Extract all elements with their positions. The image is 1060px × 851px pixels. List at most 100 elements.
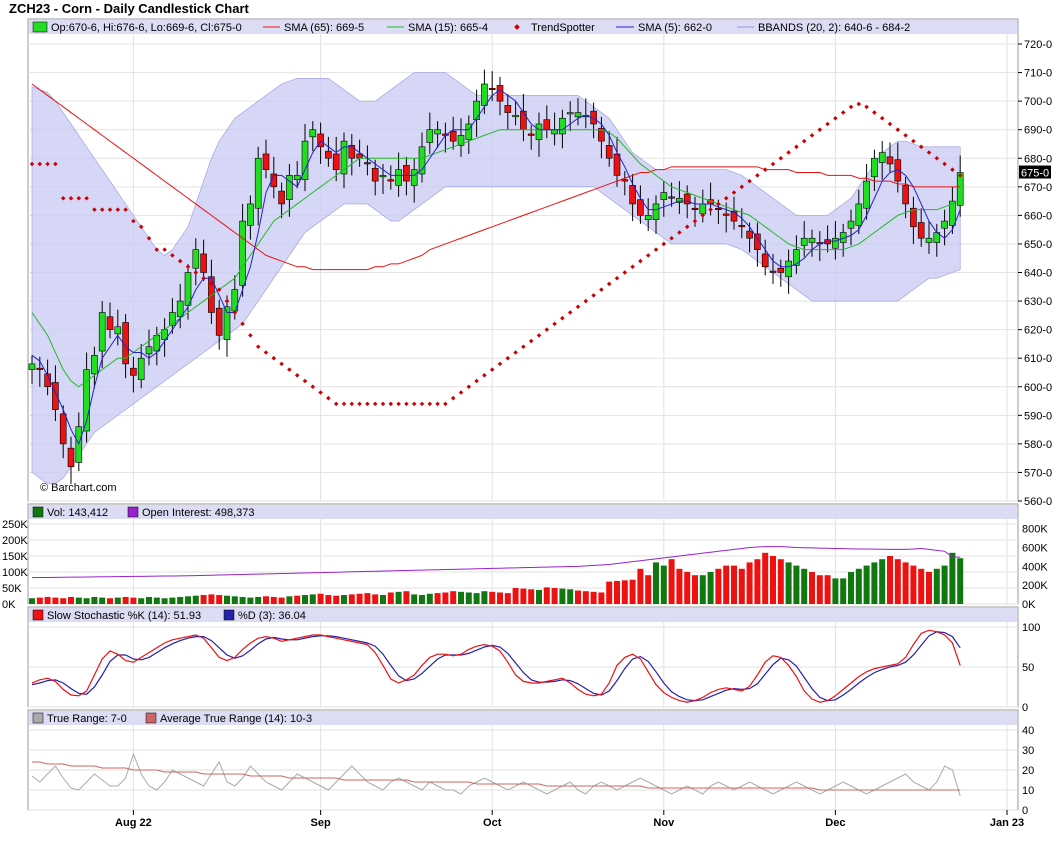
candle-body xyxy=(785,260,792,278)
volume-bar xyxy=(645,575,652,604)
legend-bbands: BBANDS (20, 2): 640-6 - 684-2 xyxy=(758,22,910,34)
volume-bar xyxy=(653,562,659,604)
volume-bar xyxy=(333,595,340,604)
candle-body xyxy=(621,179,629,182)
true-range-legend-bar xyxy=(29,711,1017,725)
x-axis: Aug 22 Sep Oct Nov Dec Jan 23 xyxy=(115,810,1024,829)
volume-bar xyxy=(380,595,386,604)
trendspotter-dot xyxy=(630,264,635,270)
trendspotter-dot xyxy=(372,401,378,407)
candle-body xyxy=(410,169,418,186)
x-tick-label: Dec xyxy=(825,817,845,829)
price-tick-label: 700-0 xyxy=(1024,96,1052,108)
volume-bar xyxy=(114,597,121,604)
price-tick-label: 630-0 xyxy=(1024,296,1052,308)
trendspotter-dot xyxy=(92,207,97,212)
candle-body xyxy=(309,129,317,138)
x-tick-label: Oct xyxy=(483,817,502,829)
candle-body xyxy=(543,119,551,130)
volume-bar xyxy=(325,595,332,604)
volume-bar xyxy=(910,565,917,604)
legend-sma15: SMA (15): 665-4 xyxy=(408,22,488,34)
volume-bar xyxy=(863,565,870,604)
stoch-k-swatch xyxy=(32,609,44,621)
candle-body xyxy=(722,213,730,216)
volume-bar xyxy=(364,593,371,604)
candle-body xyxy=(676,197,683,203)
trendspotter-dot xyxy=(419,401,425,407)
trendspotter-dot xyxy=(513,350,518,355)
last-price-label: 675-0 xyxy=(1021,168,1049,180)
volume-bar xyxy=(450,591,457,604)
volume-bar xyxy=(606,581,613,604)
candle-body xyxy=(262,153,270,170)
x-tick-label: Sep xyxy=(311,817,331,829)
volume-bar xyxy=(286,596,293,604)
volume-bar xyxy=(419,595,425,604)
trendspotter-dot xyxy=(45,161,50,167)
candle-body xyxy=(941,220,948,229)
legend-ohlc: Op:670-6, Hi:676-6, Lo:669-6, Cl:675-0 xyxy=(51,22,242,34)
candle-body xyxy=(574,112,582,118)
volume-bar xyxy=(777,559,784,604)
candle-body xyxy=(715,207,722,210)
candle-body xyxy=(36,367,44,370)
volume-bar xyxy=(715,568,722,604)
candle-body xyxy=(613,153,621,176)
candle-body xyxy=(551,129,558,135)
volume-bar xyxy=(504,593,511,604)
chart-title: ZCH23 - Corn - Daily Candlestick Chart xyxy=(9,1,249,16)
candle-body xyxy=(855,203,863,226)
volume-bar xyxy=(590,591,597,604)
trendspotter-dot xyxy=(505,355,511,361)
stoch-k-line xyxy=(31,629,961,703)
trendspotter-dot xyxy=(528,338,534,344)
trendspotter-dot xyxy=(645,253,651,258)
candle-body xyxy=(176,300,184,318)
candle-body xyxy=(488,87,496,90)
candle-body xyxy=(746,230,753,239)
trendspotter-dot xyxy=(575,304,581,310)
volume-bar xyxy=(497,592,503,604)
volume-bar xyxy=(278,597,285,604)
trendspotter-dot xyxy=(255,344,261,350)
volume-bar xyxy=(481,591,488,604)
legend-sma65: SMA (65): 669-5 xyxy=(284,22,364,34)
volume-bar xyxy=(68,596,74,604)
price-tick-label: 710-0 xyxy=(1024,68,1052,80)
candle-body xyxy=(208,276,215,313)
legend-sma5: SMA (5): 662-0 xyxy=(638,22,712,34)
trendspotter-dot xyxy=(53,161,58,167)
candle-body xyxy=(566,112,574,115)
volume-bar xyxy=(551,588,558,604)
trendspotter-dot xyxy=(287,367,292,372)
candle-body xyxy=(863,180,870,209)
volume-left-tick-label: 0K xyxy=(2,599,16,611)
candle-body xyxy=(278,190,285,205)
price-tick-label: 670-0 xyxy=(1024,182,1052,194)
trendspotter-dot xyxy=(224,298,230,304)
candle-body xyxy=(379,175,387,178)
trendspotter-dot xyxy=(232,310,238,315)
tr-swatch xyxy=(32,712,44,724)
volume-bar xyxy=(239,596,246,604)
trendspotter-dot xyxy=(489,367,495,372)
trendspotter-dot xyxy=(404,401,409,407)
volume-bar xyxy=(465,592,472,604)
candle-body xyxy=(91,355,98,375)
volume-bar xyxy=(894,559,901,604)
volume-bar xyxy=(621,580,628,604)
price-tick-label: 580-0 xyxy=(1024,439,1052,451)
candle-body xyxy=(418,146,426,175)
legend-oi: Open Interest: 498,373 xyxy=(142,507,255,519)
candle-body xyxy=(769,270,777,273)
trendspotter-dot xyxy=(68,195,74,201)
volume-bar xyxy=(44,596,51,604)
volume-left-tick-label: 150K xyxy=(2,551,28,563)
stochastic-axis: 100 50 0 xyxy=(1022,622,1040,714)
candle-body xyxy=(481,83,488,106)
price-axis: 720-0 710-0 700-0 690-0 680-0 670-0 660-0 650-0… xyxy=(1018,39,1052,508)
candle-body xyxy=(293,175,301,180)
x-tick-label: Nov xyxy=(653,817,675,829)
volume-bar xyxy=(231,596,238,604)
